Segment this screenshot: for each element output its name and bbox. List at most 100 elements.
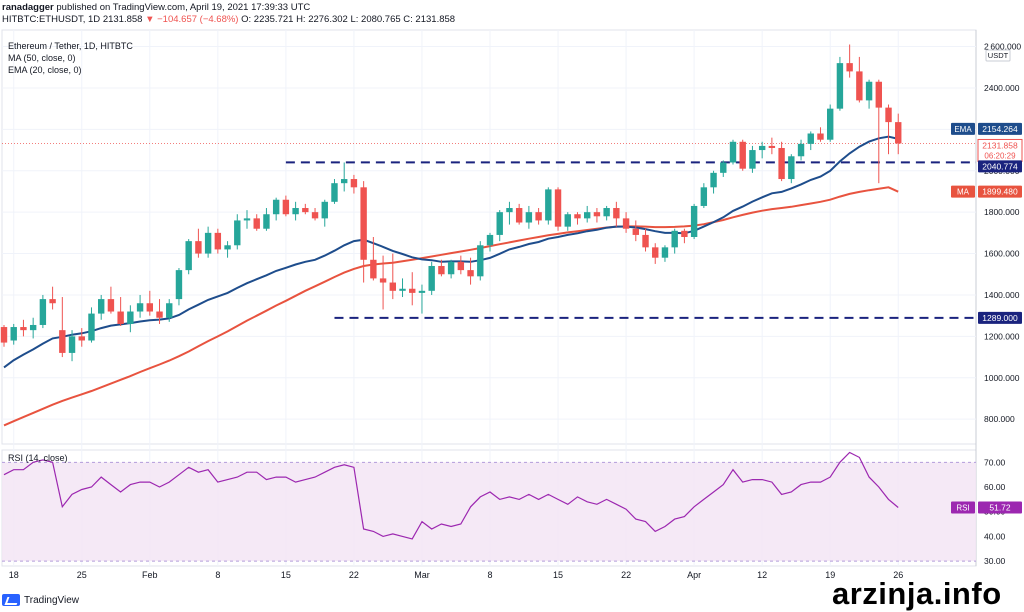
ema-legend[interactable]: EMA (20, close, 0) (8, 65, 82, 75)
candle-body (311, 212, 319, 219)
time-tick-label: 26 (893, 570, 903, 580)
ohlc-line: HITBTC:ETHUSDT, 1D 2131.858 ▼ −104.657 (… (2, 14, 455, 26)
candle-body (389, 282, 396, 291)
candle-body (690, 205, 698, 237)
high-value: H: 2276.302 (296, 14, 348, 25)
candle-body (720, 162, 727, 173)
candle-body (535, 212, 542, 221)
rsi-name-label: RSI (956, 503, 969, 512)
candle-body (457, 261, 465, 271)
level-1289-badge (978, 311, 1022, 324)
price-tick-label: 2400.000 (984, 83, 1020, 93)
candle-body (175, 270, 183, 300)
candle-body (331, 183, 338, 202)
candle-body (554, 189, 562, 227)
candle-body (156, 311, 163, 318)
candle-body (739, 141, 746, 169)
rsi-badge-value: 51.72 (989, 502, 1011, 512)
time-tick-label: 8 (215, 570, 220, 580)
candle-body (127, 311, 134, 324)
chart-title: Ethereum / Tether, 1D, HITBTC (8, 41, 133, 51)
countdown-label: 06:20:29 (984, 151, 1016, 160)
rsi-legend[interactable]: RSI (14, close) (8, 453, 68, 463)
candle-body (428, 265, 435, 291)
price-change: ▼ −104.657 (−4.68%) (145, 14, 239, 25)
candle-body (817, 133, 824, 140)
tradingview-logo[interactable]: TradingView (2, 594, 79, 606)
candle-body (671, 230, 678, 248)
rsi-tick-label: 40.00 (984, 531, 1006, 541)
candle-body (438, 265, 445, 275)
rsi-tick-label: 30.00 (984, 556, 1006, 566)
candle-body (632, 228, 639, 235)
candle-body (486, 234, 494, 246)
price-tick-label: 1000.000 (984, 373, 1020, 383)
candle-body (836, 63, 844, 109)
candle-body (545, 189, 552, 221)
candle-body (768, 145, 776, 148)
last-price-badge-value: 2131.858 (982, 140, 1018, 150)
ma-legend[interactable]: MA (50, close, 0) (8, 53, 76, 63)
candle-body (807, 133, 814, 144)
candle-body (700, 187, 708, 206)
candle-body (185, 241, 192, 271)
candle-body (652, 247, 659, 258)
publish-line: ranadagger published on TradingView.com,… (2, 2, 455, 14)
candle-body (895, 122, 902, 144)
candle-body (272, 199, 280, 215)
candle-body (409, 288, 416, 293)
candle-body (234, 220, 241, 246)
publish-info: published on TradingView.com, April 19, … (56, 2, 311, 13)
open-value: O: 2235.721 (241, 14, 294, 25)
candle-body (39, 299, 47, 325)
candle-body (204, 232, 212, 254)
candle-body (146, 303, 153, 312)
currency-label: USDT (988, 51, 1009, 60)
candle-body (564, 214, 571, 227)
candle-body (195, 241, 202, 254)
candle-body (263, 214, 270, 229)
candle-body (282, 199, 290, 215)
candle-body (29, 324, 37, 331)
candle-body (875, 81, 882, 108)
candle-body (379, 278, 387, 283)
candle-body (59, 330, 66, 353)
time-tick-label: 15 (553, 570, 563, 580)
ema-name-badge (951, 122, 975, 135)
ma-name-label: MA (957, 188, 970, 197)
level-2040-badge-value: 2040.774 (982, 161, 1018, 171)
ma-name-badge (951, 185, 975, 198)
candle-body (496, 212, 503, 235)
candle-body (525, 212, 533, 223)
price-tick-label: 1800.000 (984, 207, 1020, 217)
candle-body (68, 336, 76, 353)
time-tick-label: Mar (414, 570, 430, 580)
rsi-band (2, 462, 976, 562)
candle-body (166, 303, 173, 318)
candle-body (49, 299, 56, 304)
candle-body (622, 218, 630, 229)
ma-badge-value: 1899.480 (982, 187, 1018, 197)
close-value: C: 2131.858 (403, 14, 456, 25)
candle-body (350, 179, 358, 188)
candle-body (506, 208, 513, 213)
candle-body (778, 147, 785, 180)
time-tick-label: 18 (9, 570, 19, 580)
level-2040-badge (978, 160, 1022, 173)
rsi-tick-label: 70.00 (984, 457, 1006, 467)
candle-body (477, 245, 484, 277)
publisher: ranadagger (2, 2, 54, 13)
time-tick-label: 19 (825, 570, 835, 580)
candle-body (613, 208, 620, 219)
candle-body (370, 259, 377, 279)
candle-body (758, 145, 766, 151)
ma-badge (978, 185, 1022, 198)
rsi-name-badge (951, 501, 975, 514)
candle-body (78, 336, 85, 341)
low-value: L: 2080.765 (350, 14, 401, 25)
candle-body (243, 218, 251, 221)
candle-body (20, 327, 27, 331)
level-1289-badge-value: 1289.000 (982, 313, 1018, 323)
candle-body (302, 208, 309, 213)
